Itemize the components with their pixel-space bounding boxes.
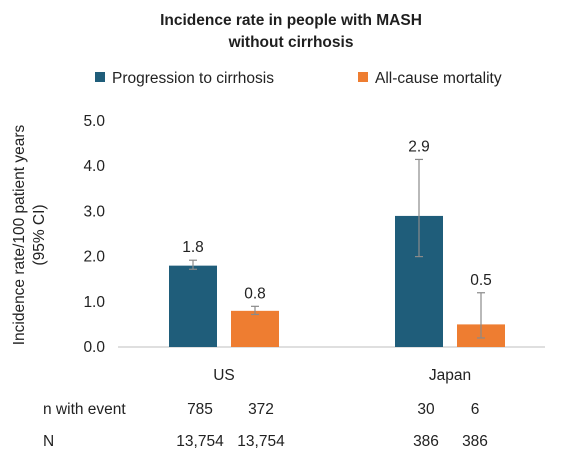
table-cell: 372	[248, 401, 274, 418]
table-cell: 30	[417, 401, 435, 418]
data-label: 0.5	[470, 272, 492, 289]
legend-swatch-progression	[95, 72, 105, 82]
y-axis-ticks: 0.0 1.0 2.0 3.0 4.0 5.0	[83, 113, 105, 356]
y-axis-label-line-2: (95% CI)	[31, 204, 48, 265]
y-tick-label: 4.0	[83, 158, 105, 175]
data-label: 2.9	[408, 138, 430, 155]
y-axis-label-line-1: Incidence rate/100 patient years	[11, 124, 28, 345]
table-cell: 13,754	[237, 433, 285, 450]
y-tick-label: 0.0	[83, 339, 105, 356]
table-cell: 785	[187, 401, 213, 418]
data-label: 1.8	[182, 239, 204, 256]
bar	[169, 265, 217, 347]
chart-title-line-2: without cirrhosis	[228, 34, 354, 51]
table-row-label: n with event	[43, 401, 126, 418]
y-tick-label: 1.0	[83, 294, 105, 311]
y-tick-label: 5.0	[83, 113, 105, 130]
bar	[231, 310, 279, 347]
category-labels: US Japan	[213, 367, 471, 384]
legend-swatch-mortality	[358, 72, 368, 82]
table-cell: 13,754	[176, 433, 224, 450]
chart-title-line-1: Incidence rate in people with MASH	[160, 12, 422, 29]
x-category-label: Japan	[429, 367, 471, 384]
table-cell: 386	[462, 433, 488, 450]
legend-label-mortality: All-cause mortality	[375, 70, 502, 87]
bars: 1.8 0.8 2.9 0.5	[169, 138, 505, 347]
y-axis-label: Incidence rate/100 patient years (95% CI…	[11, 124, 48, 345]
legend-label-progression: Progression to cirrhosis	[112, 70, 274, 87]
y-tick-label: 2.0	[83, 249, 105, 266]
table-cell: 386	[413, 433, 439, 450]
y-tick-label: 3.0	[83, 203, 105, 220]
legend: Progression to cirrhosis All-cause morta…	[95, 70, 502, 87]
counts-table: n with event 785 372 30 6 N 13,754 13,754 386 386	[43, 401, 488, 450]
table-row-label: N	[43, 433, 54, 450]
x-category-label: US	[213, 367, 235, 384]
data-label: 0.8	[244, 285, 266, 302]
table-cell: 6	[471, 401, 480, 418]
